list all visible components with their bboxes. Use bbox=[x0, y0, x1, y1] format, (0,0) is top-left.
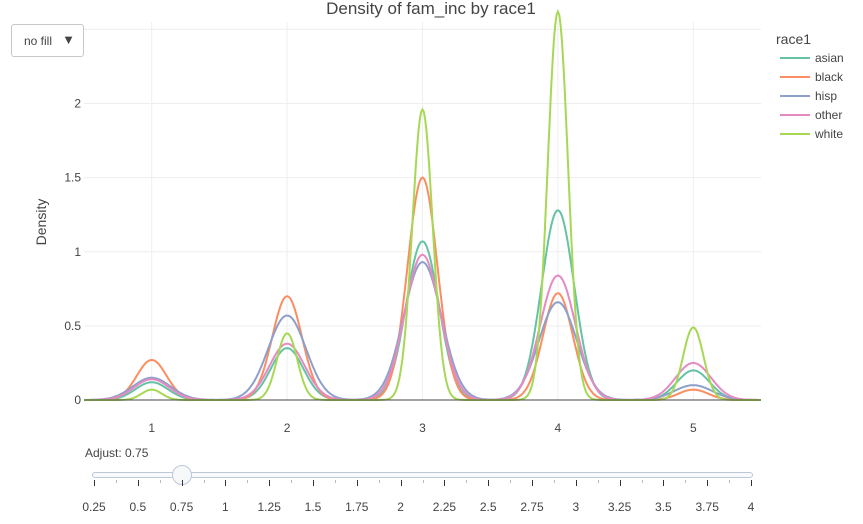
slider-minor-tick bbox=[378, 480, 380, 483]
slider-tick bbox=[356, 480, 358, 486]
slider-tick bbox=[400, 480, 402, 486]
slider-minor-tick bbox=[247, 480, 249, 483]
slider-tick bbox=[444, 480, 446, 486]
slider-tick bbox=[181, 480, 183, 486]
slider-tick bbox=[313, 480, 314, 486]
legend: race1 asian black hisp other white bbox=[776, 31, 844, 141]
adjust-slider: Adjust: 0.75 0.25 0.5 0.75 1 1.25 1.5 1.75 2 2.2… bbox=[0, 440, 863, 524]
slider-tick-label: 3 bbox=[572, 500, 580, 514]
slider-tick bbox=[532, 480, 533, 486]
x-tick-label: 3 bbox=[419, 421, 426, 435]
legend-label-other[interactable]: other bbox=[815, 108, 842, 122]
y-tick-label: 1 bbox=[74, 245, 81, 259]
slider-tick bbox=[663, 480, 665, 486]
slider-tick-label: 0.25 bbox=[82, 500, 106, 514]
slider-tick-label: 2.5 bbox=[479, 500, 497, 514]
x-tick-label: 4 bbox=[555, 421, 562, 435]
slider-minor-tick bbox=[685, 480, 687, 483]
slider-tick-label: 0.75 bbox=[169, 500, 194, 514]
y-tick-label: 0 bbox=[74, 393, 81, 407]
y-tick-label: 1.5 bbox=[64, 171, 81, 185]
slider-tick-label: 3.75 bbox=[695, 500, 719, 514]
slider-tick-label: 3.25 bbox=[607, 500, 632, 514]
y-tick-label: 2 bbox=[74, 97, 81, 111]
x-tick-labels: 1 2 3 4 5 bbox=[148, 421, 697, 435]
slider-minor-tick bbox=[334, 480, 336, 483]
x-tick-label: 2 bbox=[284, 421, 291, 435]
legend-label-asian[interactable]: asian bbox=[815, 51, 844, 65]
slider-tick-label: 4 bbox=[747, 500, 755, 514]
slider-tick-label: 2.75 bbox=[520, 500, 544, 514]
chart-title: Density of fam_inc by race1 bbox=[326, 0, 536, 18]
adjust-label: Adjust: 0.75 bbox=[85, 446, 149, 460]
slider-minor-tick bbox=[422, 480, 424, 483]
y-tick-labels: 00.511.522.5 bbox=[64, 22, 81, 407]
slider-tick bbox=[575, 480, 577, 486]
slider-tick bbox=[488, 480, 490, 486]
slider-tick-label: 2.25 bbox=[432, 500, 457, 514]
slider-tick bbox=[137, 480, 139, 486]
slider-tick-label: 1.25 bbox=[257, 500, 281, 514]
legend-label-hisp[interactable]: hisp bbox=[815, 89, 837, 103]
slider-tick-label: 2 bbox=[397, 500, 404, 514]
slider-tick bbox=[269, 480, 271, 486]
slider-tick bbox=[619, 480, 621, 486]
slider-tick bbox=[707, 480, 709, 486]
slider-minor-tick bbox=[597, 480, 599, 483]
slider-tick-label: 3.5 bbox=[655, 500, 672, 514]
legend-title: race1 bbox=[776, 31, 811, 47]
dropdown-label: no fill bbox=[24, 34, 53, 48]
fill-dropdown[interactable]: no fill ▼ bbox=[11, 24, 84, 57]
slider-tick-label: 1.75 bbox=[345, 500, 369, 514]
x-tick-label: 1 bbox=[148, 421, 155, 435]
slider-tick bbox=[225, 480, 227, 486]
slider-minor-tick bbox=[729, 480, 731, 483]
slider-minor-tick bbox=[203, 480, 205, 483]
slider-minor-tick bbox=[291, 480, 293, 483]
slider-minor-tick bbox=[641, 480, 643, 483]
slider-minor-tick bbox=[510, 480, 512, 483]
slider-minor-tick bbox=[159, 480, 161, 483]
slider-tick-label: 0.5 bbox=[129, 500, 147, 514]
slider-tick-label: 1 bbox=[222, 500, 229, 514]
legend-label-white[interactable]: white bbox=[814, 127, 843, 141]
slider-tick bbox=[94, 480, 95, 486]
slider-track[interactable] bbox=[92, 472, 753, 478]
slider-minor-tick bbox=[115, 480, 117, 483]
y-axis-label: Density bbox=[33, 199, 49, 246]
legend-label-black[interactable]: black bbox=[815, 70, 844, 84]
slider-minor-tick bbox=[553, 480, 555, 483]
y-tick-label: 0.5 bbox=[64, 319, 81, 333]
grid-lines bbox=[84, 22, 761, 401]
slider-tick-label: 1.5 bbox=[304, 500, 322, 514]
x-tick-label: 5 bbox=[690, 421, 697, 435]
chevron-down-icon: ▼ bbox=[62, 32, 75, 47]
slider-tick bbox=[751, 480, 752, 486]
slider-minor-tick bbox=[466, 480, 468, 483]
